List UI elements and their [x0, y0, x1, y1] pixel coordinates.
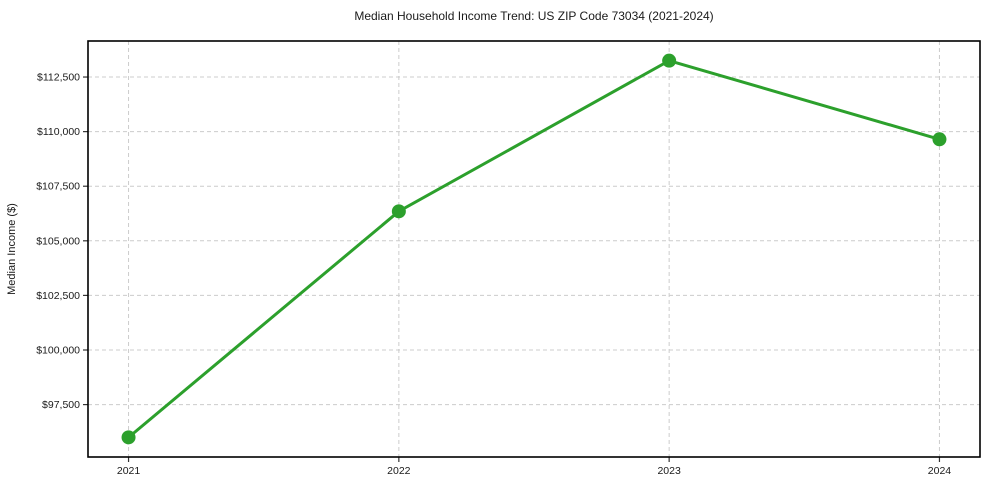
data-point-marker: [391, 204, 406, 219]
income-line-series: [121, 53, 947, 445]
chart-title: Median Household Income Trend: US ZIP Co…: [354, 9, 713, 23]
y-tick-label: $102,500: [36, 290, 80, 302]
gridlines: [88, 41, 980, 457]
x-tick-label: 2022: [387, 465, 411, 477]
y-axis-label: Median Income ($): [6, 203, 18, 295]
x-tick-label: 2023: [657, 465, 681, 477]
data-point-marker: [121, 430, 136, 445]
axis-ticks: $97,500 $100,000 $102,500 $105,000 $107,500 $…: [36, 72, 951, 477]
y-tick-label: $105,000: [36, 235, 80, 247]
y-tick-label: $100,000: [36, 344, 80, 356]
x-tick-label: 2021: [117, 465, 141, 477]
x-tick-label: 2024: [928, 465, 952, 477]
data-point-marker: [662, 53, 677, 68]
data-point-marker: [932, 132, 947, 147]
y-tick-label: $112,500: [37, 72, 80, 84]
trend-line: [127, 59, 941, 439]
y-tick-label: $107,500: [36, 181, 80, 193]
y-tick-label: $97,500: [42, 399, 80, 411]
plot-border: [87, 40, 981, 458]
y-tick-label: $110,000: [37, 126, 80, 138]
